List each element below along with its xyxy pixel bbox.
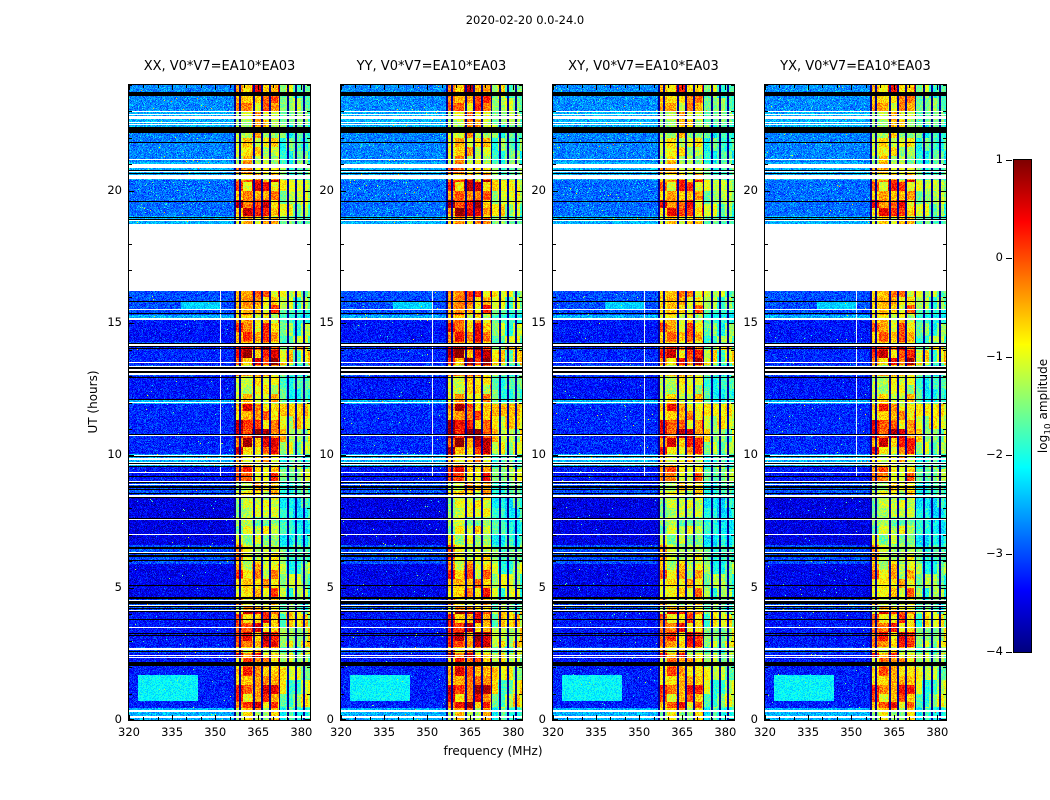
x-tick-label: 365 [459, 725, 482, 739]
x-axis-label: frequency (MHz) [443, 744, 543, 758]
spectrogram-canvas-yy [341, 85, 522, 720]
x-tick-label: 335 [161, 725, 184, 739]
colorbar-canvas [1014, 160, 1031, 652]
y-tick-label: 0 [326, 712, 334, 726]
spectrogram-canvas-xy [553, 85, 734, 720]
spectrogram-canvas-xx [129, 85, 310, 720]
colorbar [1013, 159, 1032, 653]
x-tick-label: 380 [290, 725, 313, 739]
colorbar-label-sub: 10 [1043, 423, 1050, 435]
y-axis-label: UT (hours) [86, 370, 100, 434]
y-tick-label: 10 [531, 447, 546, 462]
y-tick-label: 5 [750, 579, 758, 594]
x-tick-label: 350 [840, 725, 863, 739]
x-tick-label: 380 [502, 725, 525, 739]
y-tick-label: 0 [750, 712, 758, 726]
y-tick-label: 5 [114, 579, 122, 594]
colorbar-tick-label: 1 [995, 152, 1003, 166]
panel-title-xy: XY, V0*V7=EA10*EA03 [568, 59, 719, 74]
x-tick-label: 380 [714, 725, 737, 739]
colorbar-tick [1006, 258, 1012, 260]
x-tick-label: 365 [883, 725, 906, 739]
panel-title-yy: YY, V0*V7=EA10*EA03 [356, 59, 507, 74]
x-tick-label: 350 [628, 725, 651, 739]
x-tick-label: 320 [330, 725, 352, 739]
colorbar-tick-label: −2 [986, 447, 1003, 462]
colorbar-tick [1006, 455, 1012, 457]
y-tick-label: 20 [743, 182, 758, 197]
y-tick-label: 20 [319, 182, 334, 197]
colorbar-tick-label: 0 [995, 250, 1003, 265]
colorbar-label: log10 amplitude [1036, 359, 1050, 453]
spectrogram-canvas-yx [765, 85, 946, 720]
x-tick-label: 320 [118, 725, 140, 739]
x-tick-label: 350 [416, 725, 439, 739]
y-tick-label: 15 [743, 315, 758, 330]
x-tick-label: 350 [204, 725, 227, 739]
colorbar-tick-label: −3 [986, 545, 1003, 560]
panel-title-xx: XX, V0*V7=EA10*EA03 [143, 59, 296, 74]
y-tick-label: 20 [107, 182, 122, 197]
colorbar-label-prefix: log [1036, 434, 1050, 454]
spectrogram-panel-yx [764, 84, 947, 721]
colorbar-tick-label: −4 [986, 644, 1003, 658]
colorbar-tick [1006, 160, 1012, 161]
y-tick-label: 20 [531, 182, 546, 197]
x-tick-label: 380 [926, 725, 949, 739]
colorbar-tick [1006, 652, 1012, 653]
x-tick-label: 335 [585, 725, 608, 739]
y-tick-label: 10 [743, 447, 758, 462]
x-tick-label: 365 [247, 725, 270, 739]
x-tick-label: 335 [373, 725, 396, 739]
spectrogram-panel-yy [340, 84, 523, 721]
y-tick-label: 15 [531, 315, 546, 330]
x-tick-label: 320 [754, 725, 776, 739]
y-tick-label: 10 [319, 447, 334, 462]
x-tick-label: 335 [797, 725, 820, 739]
colorbar-tick [1006, 553, 1012, 555]
spectrogram-panel-xx [128, 84, 311, 721]
x-tick-label: 365 [671, 725, 694, 739]
panel-title-yx: YX, V0*V7=EA10*EA03 [780, 59, 931, 74]
y-tick-label: 15 [319, 315, 334, 330]
y-tick-label: 5 [326, 579, 334, 594]
colorbar-label-suffix: amplitude [1036, 358, 1050, 424]
colorbar-tick [1006, 356, 1012, 358]
y-tick-label: 5 [538, 579, 546, 594]
x-tick-label: 320 [542, 725, 564, 739]
y-tick-label: 0 [538, 712, 546, 726]
colorbar-tick-label: −1 [986, 348, 1003, 363]
spectrogram-panel-xy [552, 84, 735, 721]
y-tick-label: 0 [114, 712, 122, 726]
figure-title: 2020-02-20 0.0-24.0 [465, 13, 585, 27]
y-tick-label: 10 [107, 447, 122, 462]
y-tick-label: 15 [107, 315, 122, 330]
